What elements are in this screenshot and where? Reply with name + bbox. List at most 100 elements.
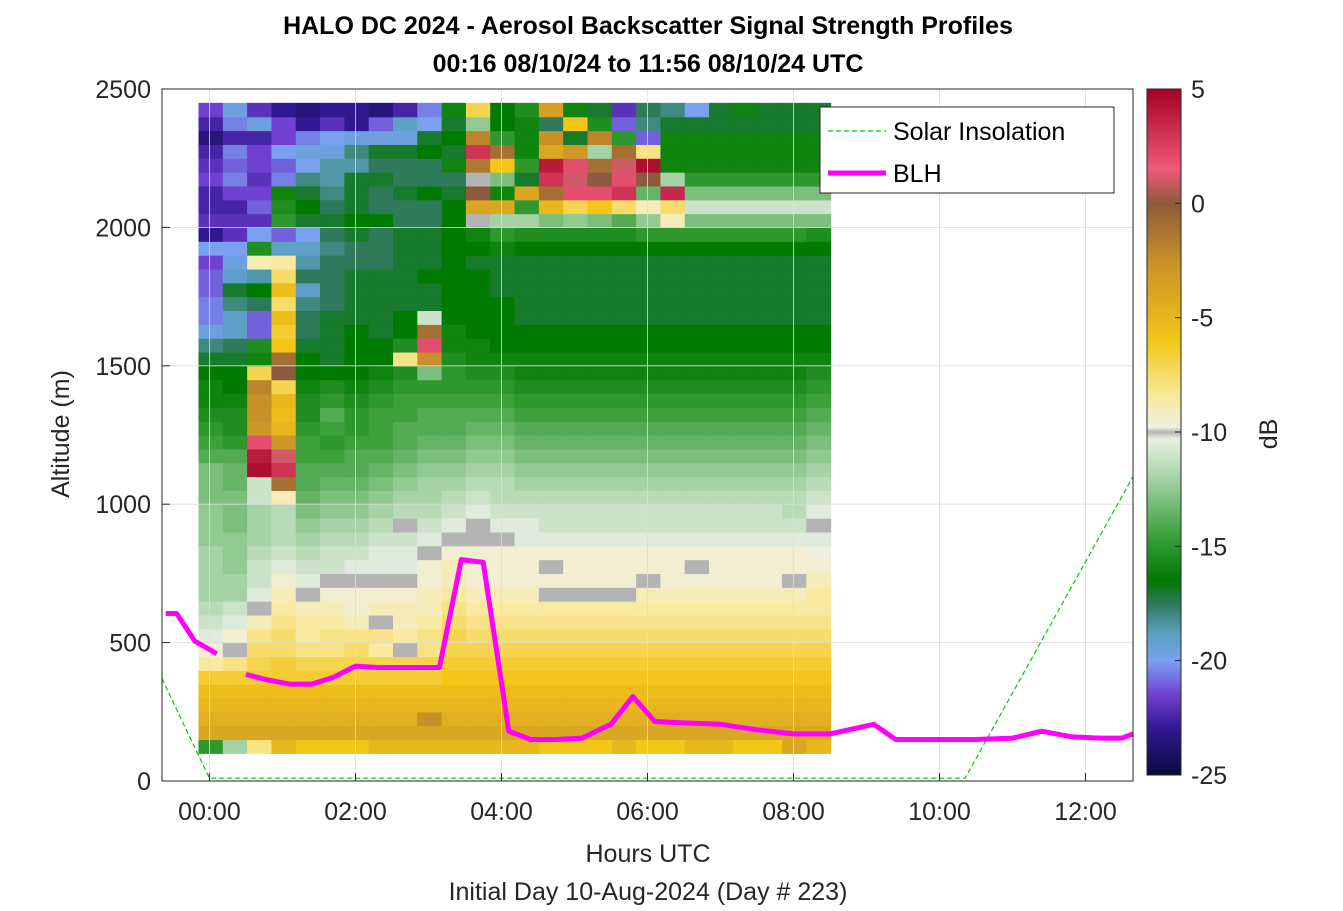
heatmap-cell: [490, 531, 516, 547]
heatmap-cell: [611, 365, 637, 381]
heatmap-cell: [295, 255, 321, 270]
heatmap-cell: [781, 255, 807, 270]
heatmap-cell: [320, 268, 345, 284]
heatmap-cell: [368, 379, 394, 395]
heatmap-cell: [247, 351, 273, 367]
heatmap-cell: [320, 573, 345, 588]
heatmap-cell: [611, 559, 637, 574]
heatmap-cell: [490, 310, 516, 325]
heatmap-cell: [271, 739, 297, 754]
heatmap-cell: [538, 518, 564, 533]
heatmap-cell: [344, 545, 370, 561]
heatmap-cell: [538, 711, 564, 727]
heatmap-cell: [733, 144, 759, 159]
heatmap-cell: [393, 185, 418, 201]
heatmap-cell: [393, 255, 418, 270]
heatmap-cell: [198, 711, 224, 727]
heatmap-cell: [465, 670, 491, 685]
heatmap-cell: [709, 310, 734, 325]
heatmap-cell: [490, 462, 516, 478]
heatmap-cell: [417, 282, 443, 298]
x-tick-label: 08:00: [762, 798, 825, 826]
heatmap-cell: [709, 697, 734, 713]
heatmap-cell: [660, 365, 686, 381]
heatmap-cell: [271, 518, 297, 533]
heatmap-cell: [198, 573, 224, 588]
colorbar-tick-label: -10: [1191, 419, 1227, 447]
heatmap-cell: [733, 241, 759, 256]
heatmap-cell: [781, 573, 807, 588]
heatmap-cell: [684, 268, 710, 284]
heatmap-cell: [538, 338, 564, 353]
heatmap-cell: [247, 255, 273, 270]
heatmap-cell: [344, 421, 370, 436]
heatmap-cell: [344, 338, 370, 353]
heatmap-cell: [393, 642, 418, 658]
heatmap-cell: [222, 656, 248, 671]
heatmap-cell: [490, 282, 516, 298]
heatmap-cell: [344, 587, 370, 602]
heatmap-cell: [684, 255, 710, 270]
heatmap-cell: [295, 711, 321, 727]
heatmap-cell: [709, 531, 734, 547]
heatmap-cell: [344, 684, 370, 699]
heatmap-cell: [563, 324, 589, 339]
heatmap-cell: [222, 296, 248, 312]
heatmap-cell: [611, 351, 637, 367]
heatmap-cell: [587, 213, 613, 228]
heatmap-cell: [514, 296, 540, 312]
heatmap-cell: [271, 255, 297, 270]
heatmap-cell: [611, 185, 637, 201]
heatmap-cell: [271, 421, 297, 436]
heatmap-cell: [733, 697, 759, 713]
heatmap-cell: [587, 504, 613, 519]
heatmap-cell: [344, 531, 370, 547]
heatmap-cell: [684, 351, 710, 367]
heatmap-cell: [757, 601, 783, 616]
heatmap-cell: [587, 268, 613, 284]
heatmap-cell: [538, 158, 564, 173]
heatmap-cell: [684, 296, 710, 312]
heatmap-cell: [344, 711, 370, 727]
heatmap-cell: [344, 462, 370, 478]
heatmap-cell: [222, 407, 248, 422]
heatmap-cell: [636, 379, 662, 395]
heatmap-cell: [393, 351, 418, 367]
heatmap-cell: [538, 241, 564, 256]
heatmap-cell: [611, 476, 637, 491]
heatmap-cell: [781, 130, 807, 145]
heatmap-cell: [320, 365, 345, 381]
heatmap-cell: [222, 393, 248, 408]
heatmap-cell: [417, 739, 443, 754]
heatmap-cell: [514, 684, 540, 699]
heatmap-cell: [490, 711, 516, 727]
heatmap-cell: [757, 213, 783, 228]
heatmap-cell: [514, 697, 540, 713]
heatmap-cell: [587, 421, 613, 436]
y-axis-label: Altitude (m): [47, 370, 75, 498]
heatmap-cell: [417, 185, 443, 201]
heatmap-cell: [611, 172, 637, 187]
heatmap-cell: [660, 158, 686, 173]
heatmap-cell: [368, 573, 394, 588]
heatmap-cell: [222, 739, 248, 754]
heatmap-cell: [344, 282, 370, 298]
heatmap-cell: [514, 462, 540, 478]
heatmap-cell: [368, 711, 394, 727]
heatmap-cell: [538, 573, 564, 588]
heatmap-cell: [563, 628, 589, 644]
heatmap-cell: [271, 268, 297, 284]
heatmap-cell: [806, 684, 832, 699]
heatmap-cell: [271, 504, 297, 519]
heatmap-cell: [344, 670, 370, 685]
heatmap-cell: [514, 559, 540, 574]
heatmap-cell: [806, 490, 832, 505]
heatmap-cell: [490, 365, 516, 381]
heatmap-cell: [733, 670, 759, 685]
heatmap-cell: [465, 476, 491, 491]
heatmap-cell: [271, 144, 297, 159]
heatmap-cell: [441, 282, 467, 298]
heatmap-cell: [295, 393, 321, 408]
heatmap-cell: [514, 407, 540, 422]
heatmap-cell: [806, 255, 832, 270]
